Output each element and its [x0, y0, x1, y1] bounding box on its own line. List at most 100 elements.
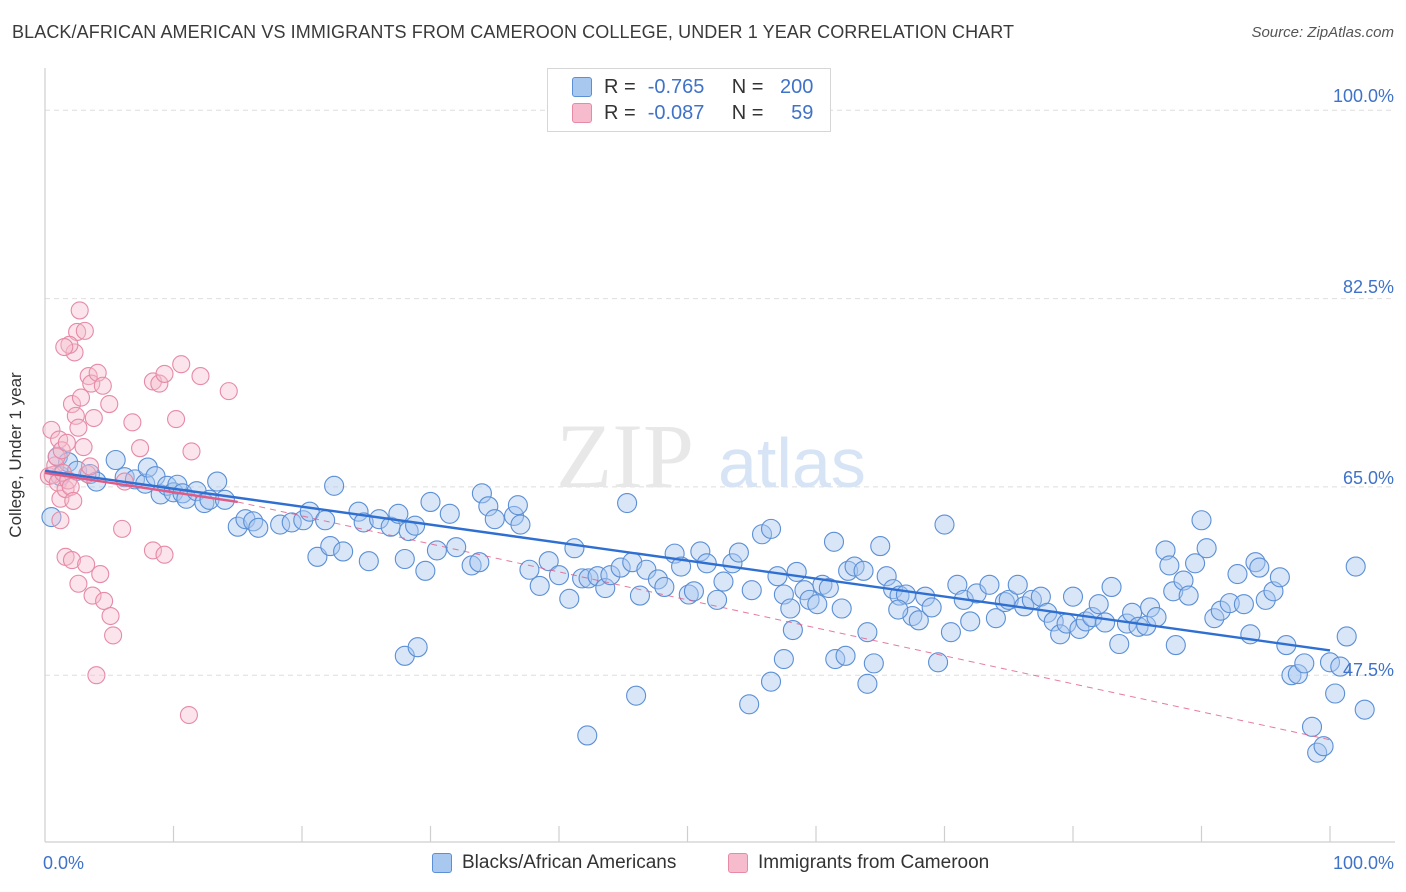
data-point-cameroon [101, 606, 120, 626]
data-point-blacks [1191, 510, 1212, 531]
data-point-cameroon [155, 364, 174, 383]
correlation-legend: R = -0.765 N = 200 R = -0.087 N = 59 [547, 68, 831, 132]
data-point-blacks [835, 645, 856, 666]
trend-line-cameroon [44, 471, 238, 504]
data-point-blacks [1345, 556, 1366, 577]
data-point-blacks [940, 622, 961, 643]
data-point-blacks [1219, 593, 1240, 614]
data-point-blacks [415, 560, 436, 581]
data-point-blacks [818, 578, 839, 599]
data-point-blacks [471, 483, 492, 504]
data-point-blacks [519, 559, 540, 580]
legend-item-cameroon[interactable]: Immigrants from Cameroon [728, 852, 989, 874]
data-point-blacks [538, 551, 559, 572]
data-point-blacks [888, 599, 909, 620]
legend-n-label: N = [731, 101, 764, 124]
data-point-cameroon [123, 413, 142, 432]
data-point-cameroon [100, 394, 119, 414]
data-point-blacks [333, 541, 354, 562]
data-point-cameroon [172, 355, 191, 374]
legend-n-value: 200 [780, 75, 814, 98]
data-point-cameroon [219, 382, 238, 401]
data-point-blacks [1163, 581, 1184, 602]
data-point-cameroon [113, 519, 132, 538]
data-point-cameroon [74, 438, 93, 457]
data-point-blacks [137, 457, 158, 478]
data-point-blacks [807, 594, 828, 615]
data-point-cameroon [80, 457, 100, 476]
data-point-blacks [1294, 653, 1315, 674]
data-point-blacks [577, 725, 598, 746]
data-point-cameroon [66, 406, 85, 425]
data-point-blacks [857, 673, 878, 694]
data-point-blacks [728, 542, 749, 563]
data-point-cameroon [62, 394, 82, 414]
data-point-blacks [1245, 552, 1266, 573]
data-point-blacks [227, 516, 248, 537]
data-point-blacks [1165, 635, 1186, 656]
data-point-cameroon [71, 388, 91, 407]
legend-r-value: -0.765 [647, 75, 705, 98]
data-point-blacks [1301, 716, 1323, 737]
data-point-blacks [1325, 683, 1346, 704]
data-point-blacks [773, 649, 794, 670]
data-point-cameroon [51, 511, 70, 530]
legend-swatch-blue [432, 853, 452, 873]
data-point-cameroon [182, 442, 201, 461]
data-point-cameroon [82, 374, 101, 393]
data-point-blacks [407, 637, 428, 658]
data-point-blacks [1185, 553, 1206, 574]
chart-source: Source: ZipAtlas.com [1251, 24, 1394, 41]
data-point-blacks [617, 492, 638, 514]
data-point-blacks [739, 694, 760, 715]
axes [44, 68, 1395, 843]
legend-swatch-pink [728, 853, 748, 873]
data-point-blacks [105, 449, 126, 471]
data-point-blacks [985, 608, 1006, 629]
trend-lines [44, 469, 1331, 741]
data-point-blacks [446, 537, 467, 558]
legend-swatch-pink [572, 103, 592, 123]
data-point-blacks [1140, 597, 1161, 618]
watermark: ZIP atlas [556, 405, 866, 507]
data-point-blacks [394, 548, 415, 570]
data-point-cameroon [75, 321, 94, 340]
data-point-blacks [782, 619, 803, 641]
y-tick-label-82-5: 82.5% [1342, 277, 1394, 297]
series-blacks-points [41, 446, 1375, 763]
legend-label-cameroon: Immigrants from Cameroon [758, 852, 990, 873]
data-point-cameroon [69, 418, 88, 437]
y-axis-label: College, Under 1 year [6, 372, 25, 538]
data-point-cameroon [167, 410, 186, 429]
y-tick-label-47-5: 47.5% [1342, 660, 1394, 680]
data-point-blacks [876, 566, 897, 587]
data-point-cameroon [83, 586, 102, 605]
data-point-cameroon [93, 376, 112, 395]
data-point-blacks [626, 685, 647, 706]
data-point-blacks [1354, 699, 1375, 720]
data-point-cameroon [77, 555, 96, 574]
data-point-blacks [358, 551, 379, 572]
data-point-blacks [760, 671, 782, 692]
data-point-cameroon [62, 551, 82, 570]
data-point-cameroon [55, 337, 74, 357]
data-point-blacks [853, 560, 874, 581]
data-point-blacks [484, 509, 505, 530]
data-point-blacks [1062, 586, 1084, 607]
data-point-blacks [934, 514, 955, 535]
data-point-cameroon [64, 491, 83, 510]
legend-item-blacks[interactable]: Blacks/African Americans [432, 852, 676, 874]
data-point-blacks [572, 568, 593, 589]
legend-label-blacks: Blacks/African Americans [462, 852, 677, 873]
data-point-cameroon [104, 626, 123, 645]
data-point-blacks [1319, 652, 1341, 673]
data-point-cameroon [191, 367, 210, 386]
series-cameroon-points [39, 301, 238, 725]
data-point-blacks [928, 652, 949, 673]
data-point-blacks [741, 580, 762, 601]
data-point-blacks [671, 556, 692, 577]
data-point-blacks [1233, 594, 1254, 615]
data-point-blacks [1146, 607, 1167, 628]
data-point-blacks [1336, 626, 1357, 647]
